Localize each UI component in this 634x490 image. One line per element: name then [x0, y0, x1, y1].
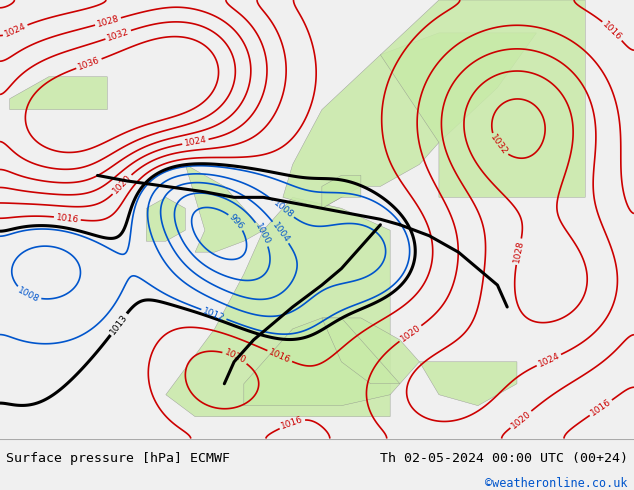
Text: 1020: 1020 [509, 409, 533, 430]
Polygon shape [322, 175, 361, 208]
Text: 1024: 1024 [183, 135, 207, 148]
Text: 1008: 1008 [271, 198, 295, 220]
Polygon shape [380, 0, 585, 197]
Text: 1028: 1028 [512, 240, 526, 264]
Text: 1036: 1036 [77, 55, 101, 72]
Text: 996: 996 [227, 213, 245, 231]
Polygon shape [322, 318, 400, 384]
Polygon shape [10, 77, 107, 110]
Polygon shape [166, 197, 390, 416]
Polygon shape [185, 165, 263, 252]
Text: 1020: 1020 [398, 323, 422, 344]
Text: 1020: 1020 [223, 348, 247, 366]
Text: 1016: 1016 [589, 397, 613, 418]
Polygon shape [244, 318, 420, 406]
Text: 1004: 1004 [270, 220, 291, 244]
Text: 1020: 1020 [111, 173, 133, 196]
Text: 1024: 1024 [3, 22, 27, 39]
Text: 1012: 1012 [202, 306, 226, 322]
Text: 1013: 1013 [108, 312, 129, 336]
Text: 1000: 1000 [254, 222, 272, 246]
Text: 1016: 1016 [268, 347, 292, 365]
Text: 1032: 1032 [106, 27, 131, 43]
Text: 1028: 1028 [96, 14, 120, 29]
Text: ©weatheronline.co.uk: ©weatheronline.co.uk [485, 477, 628, 490]
Polygon shape [146, 197, 185, 241]
Text: 1016: 1016 [55, 213, 79, 224]
Text: Th 02-05-2024 00:00 UTC (00+24): Th 02-05-2024 00:00 UTC (00+24) [380, 452, 628, 465]
Text: 1008: 1008 [16, 285, 41, 304]
Text: 1032: 1032 [488, 133, 509, 157]
Text: 1024: 1024 [536, 351, 561, 369]
Polygon shape [283, 33, 536, 208]
Text: 1016: 1016 [601, 20, 624, 42]
Text: 1016: 1016 [280, 415, 304, 431]
Text: Surface pressure [hPa] ECMWF: Surface pressure [hPa] ECMWF [6, 452, 230, 465]
Polygon shape [420, 362, 517, 406]
